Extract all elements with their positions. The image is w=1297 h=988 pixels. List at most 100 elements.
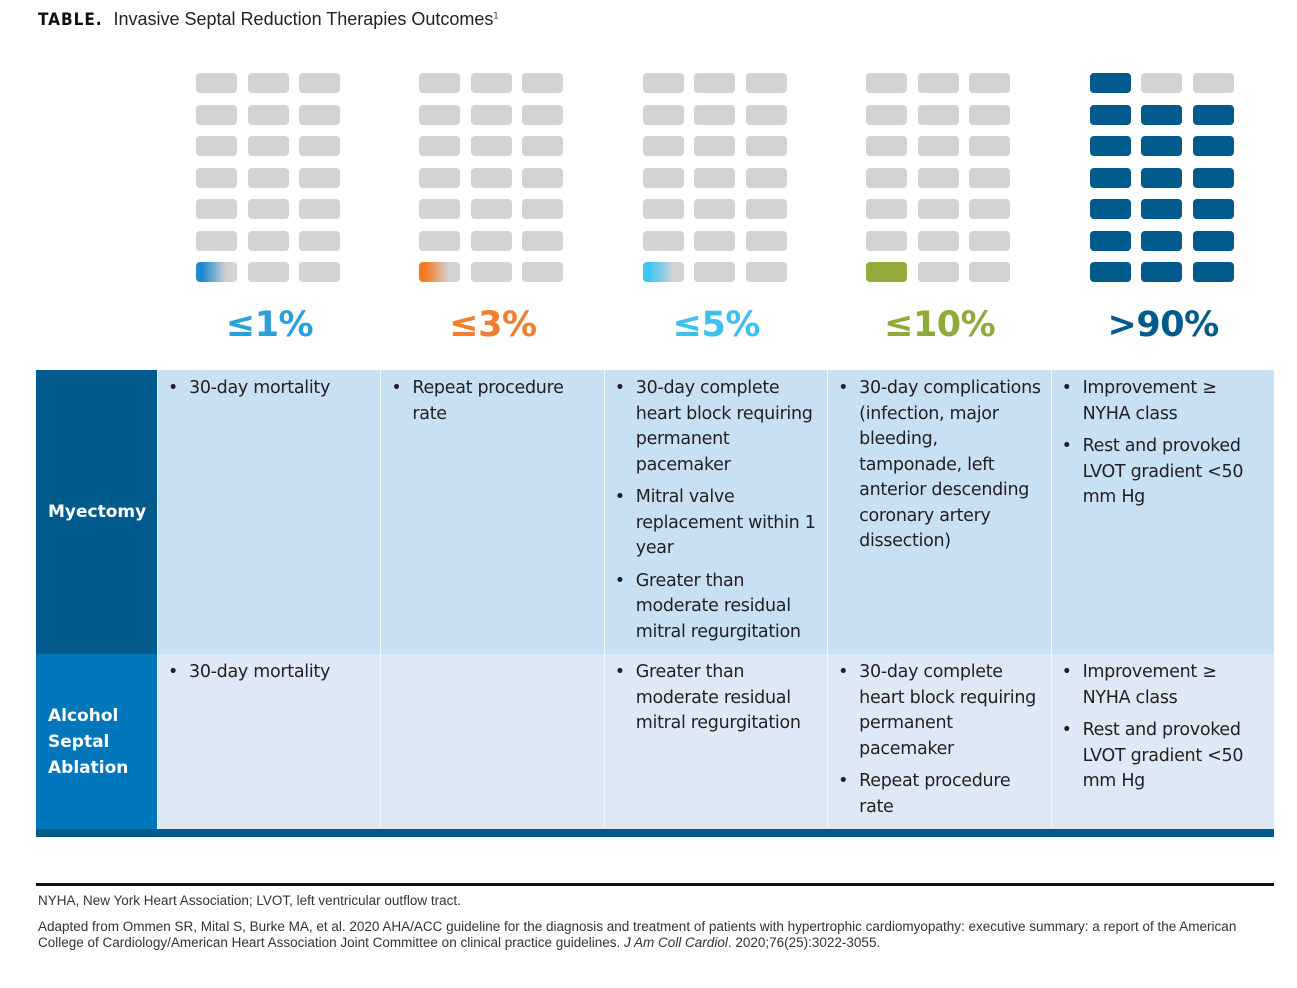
row-header: Myectomy — [36, 370, 157, 654]
outcome-icon-row: ≤1% ≤3% ≤5% ≤10% >90% — [158, 73, 1274, 353]
table-cell: Improvement ≥ NYHA class Rest and provoke… — [1050, 370, 1274, 654]
empty-block — [917, 230, 959, 251]
filled-block — [1192, 230, 1234, 251]
empty-block — [247, 262, 289, 282]
filled-block — [1089, 167, 1131, 188]
empty-block — [522, 262, 564, 282]
empty-block — [969, 230, 1011, 251]
empty-block — [247, 104, 289, 125]
empty-block — [866, 73, 908, 93]
filled-block — [642, 262, 684, 282]
empty-block — [470, 136, 512, 156]
outcome-item: 30-day mortality — [166, 660, 372, 686]
table-row: Myectomy 30-day mortality Repeat procedure… — [36, 370, 1274, 654]
percentage-block-grid — [642, 73, 789, 285]
outcome-item: Mitral valve replacement within 1 year — [613, 485, 819, 562]
empty-block — [642, 230, 684, 251]
empty-block — [969, 199, 1011, 219]
empty-block — [694, 167, 736, 188]
filled-block — [1141, 230, 1183, 251]
outcome-item: 30-day complications (infection, major b… — [836, 376, 1042, 555]
percentage-block-grid — [419, 73, 565, 285]
empty-block — [745, 104, 787, 125]
filled-block — [1141, 262, 1183, 282]
table-label: TABLE. — [38, 10, 103, 30]
outcome-list: 30-day complete heart block requiring pe… — [836, 660, 1042, 820]
empty-block — [917, 104, 959, 125]
empty-block — [419, 73, 461, 93]
empty-block — [299, 199, 340, 219]
empty-block — [470, 199, 512, 219]
empty-block — [745, 136, 787, 156]
empty-block — [969, 104, 1011, 125]
table-cell: 30-day mortality — [157, 370, 381, 654]
empty-block — [866, 167, 908, 188]
filled-block — [1192, 104, 1234, 125]
filled-block — [1089, 136, 1131, 156]
empty-block — [196, 167, 237, 188]
empty-block — [299, 104, 340, 125]
empty-block — [470, 167, 512, 188]
citation-main: Adapted from Ommen SR, Mital S, Burke MA… — [38, 919, 1237, 950]
outcome-item: 30-day complete heart block requiring pe… — [836, 660, 1042, 762]
empty-block — [642, 73, 684, 93]
empty-block — [196, 73, 237, 93]
empty-block — [642, 136, 684, 156]
filled-block — [1192, 199, 1234, 219]
table-cell: Greater than moderate residual mitral re… — [603, 654, 828, 829]
empty-block — [299, 73, 340, 93]
filled-block — [1141, 104, 1183, 125]
empty-block — [969, 73, 1011, 93]
outcome-item: Rest and provoked LVOT gradient <50 mm H… — [1060, 718, 1266, 795]
citation-journal: J Am Coll Cardiol — [624, 934, 728, 950]
outcome-list: 30-day complete heart block requiring pe… — [613, 376, 819, 645]
empty-block — [969, 262, 1011, 282]
filled-block — [1192, 262, 1234, 282]
outcome-item: Improvement ≥ NYHA class — [1060, 376, 1266, 427]
outcome-item: Greater than moderate residual mitral re… — [613, 569, 819, 646]
empty-block — [866, 199, 908, 219]
empty-block — [247, 199, 289, 219]
percentage-label: ≤3% — [449, 305, 537, 345]
empty-block — [522, 73, 564, 93]
empty-block — [299, 167, 340, 188]
abbreviations-note: NYHA, New York Heart Association; LVOT, … — [38, 893, 461, 908]
outcome-list: 30-day mortality — [166, 376, 372, 402]
table-cell: 30-day complete heart block requiring pe… — [827, 654, 1051, 829]
empty-block — [969, 136, 1011, 156]
empty-block — [419, 230, 461, 251]
empty-block — [196, 136, 237, 156]
table-cell: 30-day complete heart block requiring pe… — [603, 370, 828, 654]
percentage-label: ≤1% — [225, 305, 314, 345]
empty-block — [694, 199, 736, 219]
empty-block — [866, 136, 908, 156]
filled-block — [1141, 167, 1183, 188]
empty-block — [642, 199, 684, 219]
empty-block — [745, 262, 787, 282]
row-header-label: Alcohol Septal Ablation — [48, 705, 129, 778]
filled-block — [1089, 199, 1131, 219]
outcome-item: 30-day mortality — [166, 376, 372, 402]
empty-block — [247, 73, 289, 93]
filled-block — [1141, 136, 1183, 156]
outcome-list: 30-day mortality — [166, 660, 372, 686]
percentage-block-grid — [866, 73, 1012, 285]
filled-block — [419, 262, 461, 282]
empty-block — [196, 230, 237, 251]
outcomes-table: Myectomy 30-day mortality Repeat procedure… — [36, 370, 1274, 837]
empty-block — [694, 136, 736, 156]
percentage-label: ≤10% — [884, 305, 996, 345]
percentage-block-grid — [1089, 73, 1236, 285]
percentage-block-grid — [196, 73, 342, 285]
empty-block — [522, 199, 564, 219]
empty-block — [917, 167, 959, 188]
empty-block — [522, 230, 564, 251]
table-cell: 30-day complications (infection, major b… — [827, 370, 1051, 654]
empty-block — [745, 199, 787, 219]
outcome-column: >90% — [1052, 73, 1275, 353]
empty-block — [866, 230, 908, 251]
empty-block — [694, 262, 736, 282]
empty-block — [470, 262, 512, 282]
empty-block — [745, 167, 787, 188]
